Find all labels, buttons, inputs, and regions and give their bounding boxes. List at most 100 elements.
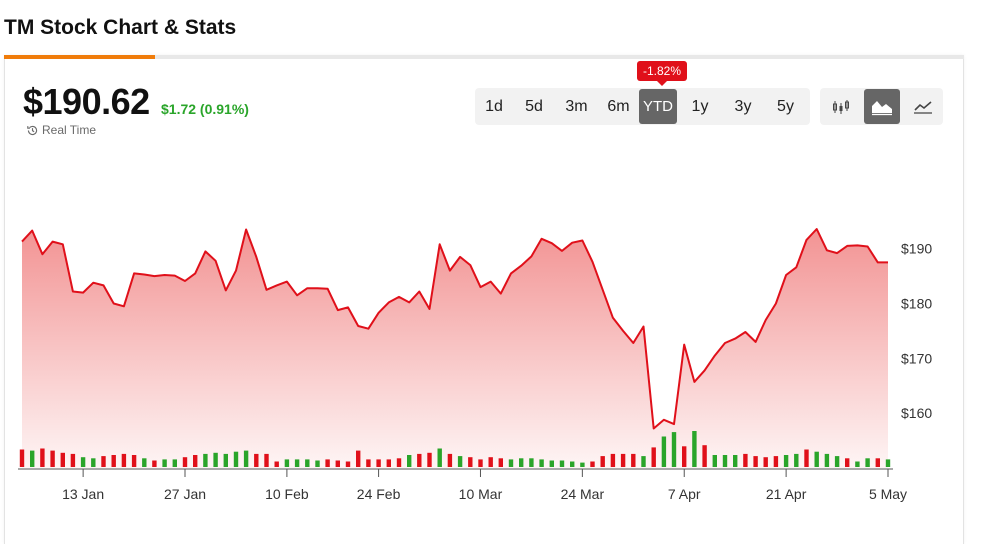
volume-bar bbox=[783, 455, 789, 467]
x-tick-label: 10 Mar bbox=[459, 486, 503, 502]
candlestick-chart-button[interactable] bbox=[823, 89, 859, 124]
volume-bar bbox=[223, 453, 228, 467]
volume-bar bbox=[60, 452, 65, 467]
line-chart-button[interactable] bbox=[905, 89, 941, 124]
volume-bar bbox=[193, 455, 198, 467]
range-1d-button[interactable]: 1d bbox=[485, 97, 503, 115]
volume-bar bbox=[356, 450, 361, 467]
volume-bar bbox=[519, 458, 524, 467]
volume-bar bbox=[417, 453, 422, 467]
volume-bar bbox=[70, 453, 76, 467]
volume-bar bbox=[468, 457, 473, 467]
volume-bar bbox=[264, 453, 269, 467]
volume-bar bbox=[325, 459, 330, 467]
volume-bar bbox=[457, 456, 463, 467]
time-range-selector: 1d 5d 3m 6m YTD 1y 3y 5y bbox=[475, 88, 810, 125]
volume-bar bbox=[213, 452, 218, 467]
volume-bar bbox=[274, 461, 279, 467]
volume-bar bbox=[294, 459, 300, 467]
volume-bar bbox=[743, 453, 748, 467]
volume-bar bbox=[407, 455, 412, 467]
volume-bar bbox=[753, 456, 758, 467]
volume-bar bbox=[763, 457, 768, 467]
realtime-indicator: Real Time bbox=[26, 123, 96, 137]
volume-bar bbox=[305, 459, 310, 467]
x-tick-label: 13 Jan bbox=[62, 486, 104, 502]
volume-bar bbox=[30, 450, 35, 467]
volume-bar bbox=[478, 459, 483, 467]
volume-bar bbox=[437, 448, 442, 467]
volume-bar bbox=[40, 448, 45, 467]
volume-bar bbox=[855, 461, 860, 467]
y-tick-label: $190 bbox=[901, 241, 932, 257]
price-line bbox=[21, 228, 888, 430]
volume-bar bbox=[447, 453, 453, 467]
chart-type-selector bbox=[820, 88, 943, 125]
volume-bar bbox=[682, 446, 687, 467]
volume-bar bbox=[315, 460, 320, 467]
volume-bar bbox=[559, 460, 565, 467]
volume-bar bbox=[498, 458, 503, 467]
volume-bar bbox=[335, 460, 340, 467]
range-1y-button[interactable]: 1y bbox=[691, 97, 709, 115]
volume-bar bbox=[50, 450, 55, 467]
volume-bar bbox=[712, 455, 717, 467]
volume-bar bbox=[121, 453, 127, 467]
volume-bar bbox=[733, 455, 738, 467]
volume-bar bbox=[19, 449, 25, 467]
volume-bar bbox=[661, 436, 667, 467]
volume-bar bbox=[80, 457, 86, 467]
volume-bar bbox=[233, 451, 239, 467]
volume-bar bbox=[865, 458, 870, 467]
x-tick-label: 24 Feb bbox=[357, 486, 401, 502]
range-5y-button[interactable]: 5y bbox=[777, 97, 794, 115]
volume-bar bbox=[386, 459, 391, 467]
volume-bar bbox=[875, 458, 880, 467]
active-tab-indicator bbox=[4, 55, 155, 59]
price-area bbox=[22, 229, 888, 468]
range-3m-button[interactable]: 3m bbox=[565, 97, 588, 115]
volume-bar bbox=[243, 450, 249, 467]
ytd-change-badge: -1.82% bbox=[637, 61, 688, 86]
volume-bar bbox=[600, 456, 605, 467]
area-chart-button[interactable] bbox=[863, 89, 900, 124]
y-tick-label: $170 bbox=[901, 350, 932, 366]
volume-bar bbox=[539, 459, 544, 467]
range-6m-button[interactable]: 6m bbox=[607, 97, 630, 115]
volume-bar bbox=[845, 458, 850, 467]
volume-bar bbox=[651, 447, 656, 467]
x-tick-label: 5 May bbox=[869, 486, 907, 502]
realtime-label: Real Time bbox=[42, 123, 97, 137]
volume-bar bbox=[620, 453, 626, 467]
volume-bar bbox=[152, 460, 157, 467]
volume-bar bbox=[254, 453, 259, 467]
volume-bar bbox=[549, 460, 554, 467]
y-tick-label: $180 bbox=[901, 296, 932, 312]
page-title: TM Stock Chart & Stats bbox=[4, 16, 237, 39]
area-chart-icon bbox=[871, 100, 892, 115]
x-tick-label: 7 Apr bbox=[668, 486, 701, 502]
candlestick-icon bbox=[832, 99, 849, 114]
volume-bar bbox=[142, 458, 147, 467]
volume-bar bbox=[580, 462, 585, 467]
price-change: $1.72 (0.91%) bbox=[161, 101, 249, 117]
y-tick-label: $160 bbox=[901, 405, 932, 421]
volume-bar bbox=[773, 456, 779, 467]
range-3y-button[interactable]: 3y bbox=[734, 97, 752, 115]
volume-bar bbox=[529, 458, 534, 467]
volume-bar bbox=[131, 455, 137, 467]
volume-bar bbox=[427, 452, 432, 467]
line-chart-icon bbox=[913, 100, 932, 114]
range-5d-button[interactable]: 5d bbox=[525, 97, 543, 115]
volume-bar bbox=[488, 457, 493, 467]
volume-bar bbox=[834, 456, 840, 467]
range-ytd-button[interactable]: YTD bbox=[639, 89, 677, 124]
volume-bar bbox=[610, 453, 616, 467]
volume-bar bbox=[590, 461, 595, 467]
volume-bar bbox=[824, 453, 830, 467]
volume-bar bbox=[794, 453, 799, 467]
volume-bar bbox=[111, 455, 116, 467]
volume-bar bbox=[366, 459, 371, 467]
volume-bar bbox=[508, 459, 514, 467]
